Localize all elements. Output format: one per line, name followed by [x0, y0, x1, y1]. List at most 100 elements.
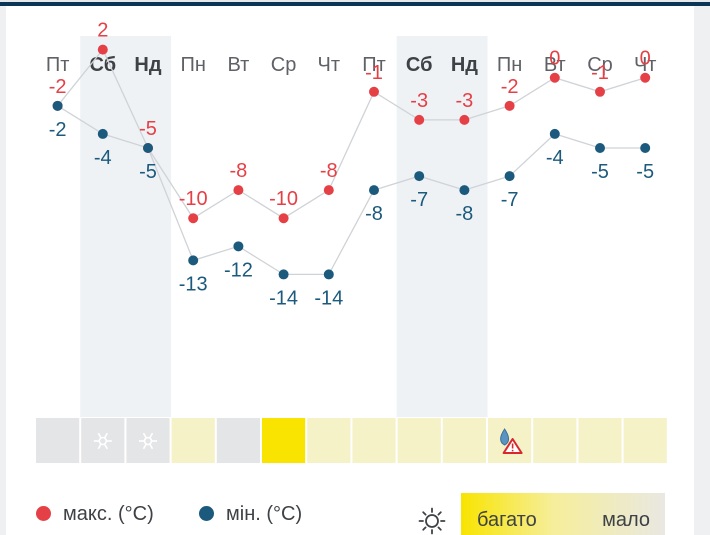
min-value-label: -5: [139, 161, 157, 183]
day-label: Сб: [406, 54, 433, 76]
day-label: Сб: [90, 54, 117, 76]
sunshine-cell: [262, 418, 306, 463]
rain-warning-icon: [500, 428, 523, 454]
max-value-label: -8: [320, 160, 338, 182]
min-point: [323, 269, 334, 280]
day-label: Пт: [46, 54, 70, 76]
weekend-band: [396, 36, 443, 417]
day-label: Вт: [227, 54, 249, 76]
min-point: [188, 255, 199, 266]
min-point: [504, 171, 515, 182]
max-point: [549, 72, 560, 83]
day-label: Пн: [180, 54, 205, 76]
max-point: [278, 213, 289, 224]
day-label: Вт: [544, 54, 566, 76]
sunshine-scale: багато мало: [461, 493, 665, 535]
day-label: Нд: [134, 54, 161, 76]
max-value-label: 0: [549, 48, 560, 70]
legend-max: макс. (°C): [36, 503, 154, 535]
min-point: [595, 142, 605, 153]
max-point: [323, 185, 334, 196]
max-point: [97, 44, 108, 55]
min-value-label: -2: [49, 119, 67, 141]
legend-max-dot: [36, 506, 51, 521]
legend-min-label: мін. (°C): [226, 503, 303, 525]
max-point: [459, 114, 470, 125]
day-label: Ср: [587, 54, 613, 76]
max-point: [504, 100, 515, 111]
sunshine-cell: [623, 418, 667, 463]
day-label: Чт: [634, 54, 657, 76]
min-point: [549, 128, 560, 139]
snowflake-icon: [93, 432, 112, 450]
sunshine-cell: [171, 418, 215, 463]
max-value-label: -2: [501, 76, 519, 98]
sunshine-cell: [533, 418, 577, 463]
max-value-label: -3: [456, 90, 474, 112]
min-point: [52, 100, 63, 111]
sunshine-low-label: мало: [602, 509, 650, 531]
min-value-label: -5: [636, 161, 654, 183]
max-value-label: -8: [230, 160, 248, 182]
max-value-label: -10: [269, 188, 298, 210]
min-value-label: -4: [94, 147, 112, 169]
sunshine-high-label: багато: [477, 509, 537, 531]
sunshine-cell: [352, 418, 396, 463]
max-value-label: -3: [410, 90, 428, 112]
max-value-label: -1: [365, 62, 383, 84]
sunshine-cell: [397, 418, 441, 463]
min-point: [414, 171, 425, 182]
sunshine-cell: [488, 418, 532, 463]
min-value-label: -14: [314, 287, 343, 309]
top-bar: [0, 0, 710, 6]
min-value-label: -8: [365, 203, 383, 225]
min-point: [233, 241, 244, 252]
min-value-label: -12: [224, 259, 253, 281]
day-label: Пн: [497, 54, 522, 76]
day-label: Пт: [362, 54, 386, 76]
min-value-label: -8: [456, 203, 474, 225]
max-line: [57, 48, 646, 220]
max-point: [595, 86, 605, 97]
day-label: Нд: [451, 54, 478, 76]
min-value-label: -7: [410, 189, 428, 211]
min-point: [640, 142, 651, 153]
min-value-label: -4: [546, 147, 564, 169]
max-value-label: -5: [139, 118, 157, 140]
min-value-label: -14: [269, 287, 298, 309]
sunshine-cell: [36, 418, 80, 463]
weekend-band: [441, 36, 488, 417]
sunshine-cell: [442, 418, 486, 463]
min-point: [369, 185, 379, 196]
min-point: [459, 185, 470, 196]
min-line: [57, 105, 646, 276]
day-label: Ср: [271, 54, 297, 76]
max-point: [414, 114, 425, 125]
sunshine-cell: [307, 418, 351, 463]
weekend-band: [80, 36, 126, 417]
day-label: Чт: [318, 54, 341, 76]
legend-min: мін. (°C): [199, 503, 302, 535]
max-value-label: -10: [179, 188, 208, 210]
min-value-label: -5: [591, 161, 609, 183]
legend-min-dot: [199, 506, 214, 521]
max-value-label: -2: [49, 76, 67, 98]
min-value-label: -13: [179, 273, 208, 295]
min-point: [97, 128, 108, 139]
weekend-band: [125, 36, 172, 417]
snowflake-icon: [139, 432, 157, 450]
max-point: [369, 86, 379, 97]
sunshine-cell: [578, 418, 622, 463]
sun-icon: [418, 507, 446, 535]
max-value-label: 0: [640, 48, 651, 70]
sunshine-cell: [216, 418, 260, 463]
min-point: [278, 269, 289, 280]
min-value-label: -7: [501, 189, 519, 211]
min-point: [143, 142, 153, 153]
max-value-label: 2: [97, 20, 108, 42]
max-point: [188, 213, 199, 224]
max-point: [640, 72, 651, 83]
max-value-label: -1: [591, 62, 609, 84]
legend-max-label: макс. (°C): [63, 503, 154, 525]
